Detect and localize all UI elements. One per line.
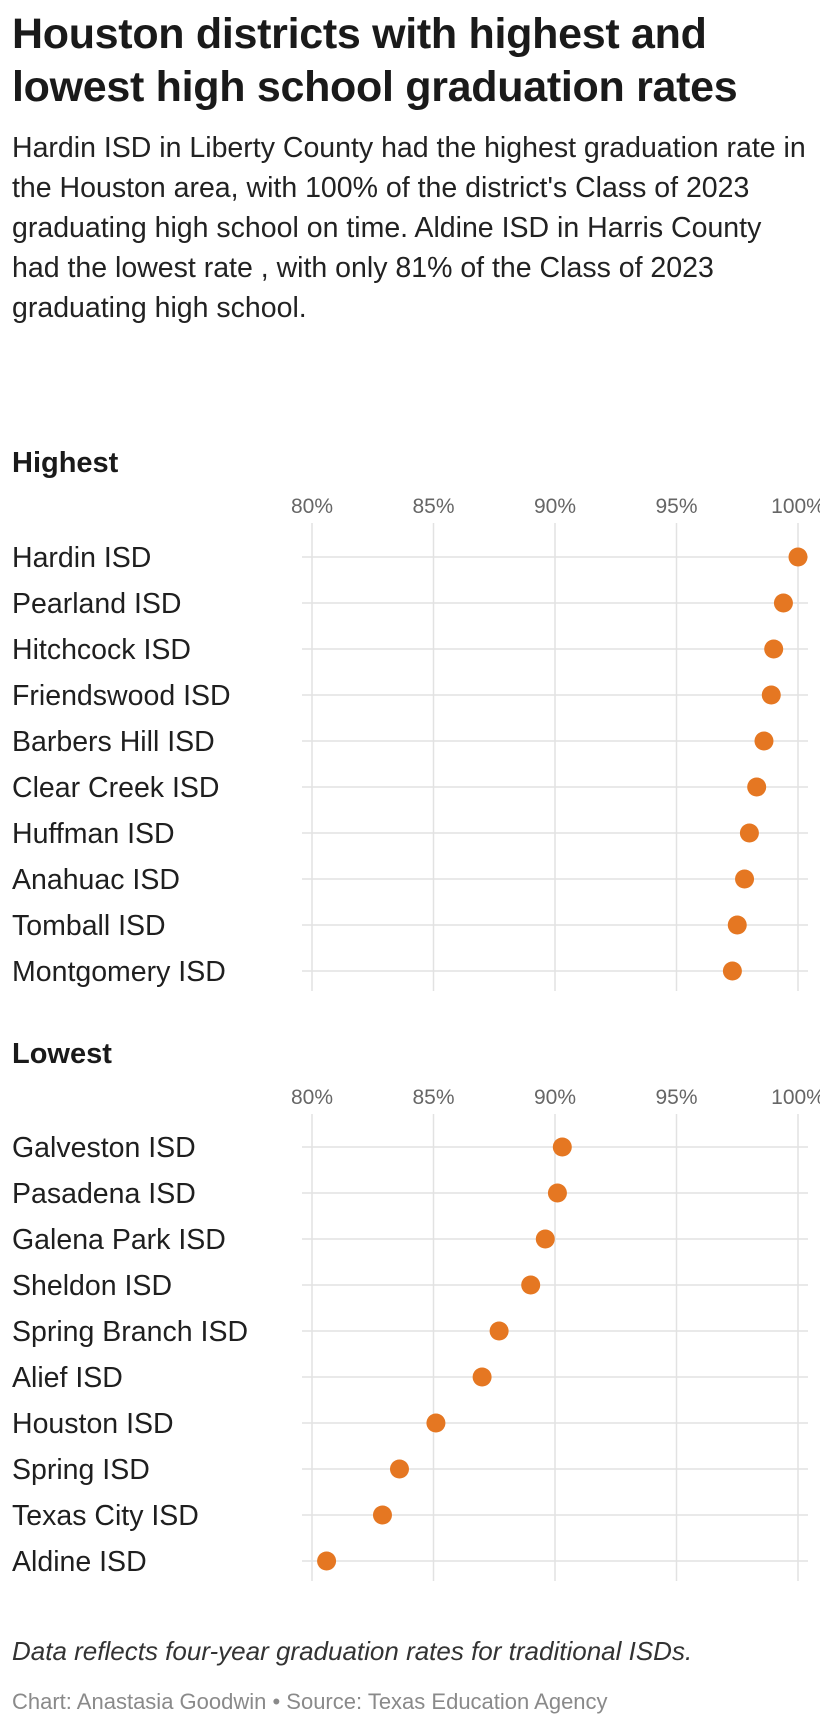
data-point (372, 1505, 392, 1525)
data-point (521, 1275, 541, 1295)
district-label: Spring Branch ISD (12, 1316, 248, 1348)
x-tick-label: 95% (655, 1086, 697, 1109)
data-point (426, 1413, 446, 1433)
data-point (754, 731, 774, 751)
district-label: Galena Park ISD (12, 1224, 226, 1256)
x-tick-label: 95% (655, 495, 697, 518)
district-label: Hitchcock ISD (12, 634, 191, 666)
district-label: Tomball ISD (12, 910, 166, 942)
district-label: Aldine ISD (12, 1546, 147, 1578)
x-tick-label: 90% (534, 495, 576, 518)
data-point (747, 777, 767, 797)
district-label: Spring ISD (12, 1454, 150, 1486)
district-label: Galveston ISD (12, 1132, 196, 1164)
x-tick-label: 80% (291, 1086, 333, 1109)
data-point (547, 1183, 567, 1203)
district-label: Alief ISD (12, 1362, 123, 1394)
district-label: Barbers Hill ISD (12, 726, 215, 758)
district-label: Clear Creek ISD (12, 772, 219, 804)
data-point (735, 869, 755, 889)
source-credit: Chart: Anastasia Goodwin • Source: Texas… (12, 1689, 608, 1714)
district-label: Houston ISD (12, 1408, 174, 1440)
panel-highest: Highest 80% 85% 90% 95% 100% Hardin ISD Pearlan… (12, 447, 820, 991)
district-label: Friendswood ISD (12, 680, 231, 712)
x-tick-label: 85% (412, 495, 454, 518)
dot-charts: Highest 80% 85% 90% 95% 100% Hardin ISD Pearlan… (12, 447, 820, 1581)
district-label: Sheldon ISD (12, 1270, 172, 1302)
section-heading: Lowest (12, 1038, 112, 1070)
data-point (489, 1321, 509, 1341)
district-label: Pasadena ISD (12, 1178, 196, 1210)
data-point (788, 547, 808, 567)
data-point (722, 961, 742, 981)
footnote: Data reflects four-year graduation rates… (12, 1636, 693, 1666)
x-tick-label: 100% (771, 495, 820, 518)
panel-lowest: Lowest 80% 85% 90% 95% 100% Galveston ISD Pasad… (12, 1038, 820, 1581)
data-point (739, 823, 759, 843)
district-label: Texas City ISD (12, 1500, 199, 1532)
district-label: Hardin ISD (12, 542, 151, 574)
data-point (773, 593, 793, 613)
x-tick-label: 80% (291, 495, 333, 518)
data-point (472, 1367, 492, 1387)
district-label: Anahuac ISD (12, 864, 180, 896)
x-tick-label: 90% (534, 1086, 576, 1109)
data-point (727, 915, 747, 935)
x-tick-label: 100% (771, 1086, 820, 1109)
section-heading: Highest (12, 447, 119, 479)
data-point (764, 639, 784, 659)
data-point (317, 1551, 337, 1571)
data-point (552, 1137, 572, 1157)
chart-subtitle: Hardin ISD in Liberty County had the hig… (12, 132, 806, 324)
district-label: Montgomery ISD (12, 956, 226, 988)
data-point (389, 1459, 409, 1479)
x-tick-label: 85% (412, 1086, 454, 1109)
chart-title: Houston districts with highest and lowes… (12, 10, 738, 111)
district-label: Pearland ISD (12, 588, 182, 620)
data-point (535, 1229, 555, 1249)
district-label: Huffman ISD (12, 818, 175, 850)
data-point (761, 685, 781, 705)
